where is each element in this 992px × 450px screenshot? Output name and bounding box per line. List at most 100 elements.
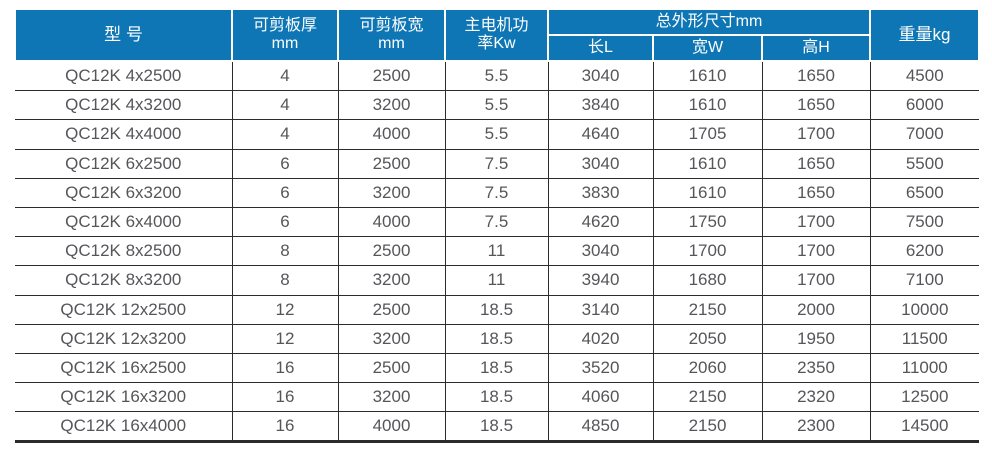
- table-cell-power-kw: 18.5: [444, 324, 548, 354]
- spec-table: 型 号 可剪板厚 mm 可剪板宽 mm 主电机功 率Kw 总外形尺寸mm 重量k…: [14, 8, 981, 444]
- table-row: QC12K 6x3200 6 3200 7.5 3830 1610 1650 6500: [15, 178, 980, 208]
- table-cell-weight-kg: 12500: [869, 382, 980, 413]
- table-cell-width-w: 1610: [652, 149, 762, 179]
- table-cell-width-mm: 4000: [337, 411, 445, 444]
- table-row: QC12K 16x3200 16 3200 18.5 4060 2150 2320 12500: [15, 382, 980, 413]
- table-row: QC12K 6x4000 6 4000 7.5 4620 1750 1700 7500: [15, 207, 980, 238]
- table-cell-model: QC12K 8x2500: [15, 236, 232, 267]
- table-cell-weight-kg: 10000: [869, 295, 980, 325]
- col-header-power-line1: 主电机功: [464, 16, 529, 34]
- table-cell-width-mm: 3200: [337, 90, 445, 121]
- table-cell-weight-kg: 7000: [869, 119, 980, 150]
- table-cell-width-w: 2150: [652, 295, 762, 325]
- table-cell-model: QC12K 6x3200: [15, 178, 232, 208]
- table-cell-model: QC12K 12x2500: [15, 295, 232, 325]
- table-cell-power-kw: 5.5: [444, 90, 548, 121]
- table-cell-length-l: 3040: [547, 236, 653, 267]
- table-cell-width-w: 2150: [652, 411, 762, 444]
- table-cell-height-h: 1650: [761, 61, 871, 92]
- table-cell-weight-kg: 4500: [869, 61, 980, 92]
- col-header-width-w: 宽W: [652, 34, 763, 62]
- table-cell-power-kw: 7.5: [444, 149, 548, 179]
- table-cell-weight-kg: 6200: [869, 236, 980, 267]
- table-cell-length-l: 3940: [547, 265, 653, 296]
- col-header-dimensions: 总外形尺寸mm: [546, 8, 872, 36]
- table-cell-height-h: 1650: [761, 178, 871, 208]
- table-cell-width-mm: 2500: [337, 149, 445, 179]
- col-header-height: 高H: [760, 34, 872, 62]
- table-cell-thickness-mm: 16: [231, 411, 338, 444]
- table-cell-power-kw: 18.5: [444, 382, 548, 413]
- table-cell-height-h: 1950: [761, 324, 871, 354]
- table-cell-length-l: 4020: [547, 324, 653, 354]
- table-cell-height-h: 2300: [761, 411, 871, 444]
- table-cell-thickness-mm: 4: [231, 90, 338, 121]
- table-cell-length-l: 4850: [547, 411, 653, 444]
- table-row: QC12K 12x3200 12 3200 18.5 4020 2050 1950 11500: [15, 324, 980, 354]
- table-cell-width-w: 1610: [652, 178, 762, 208]
- table-cell-length-l: 3840: [547, 90, 653, 121]
- table-cell-model: QC12K 6x2500: [15, 149, 232, 179]
- table-cell-height-h: 1700: [761, 236, 871, 267]
- col-header-length: 长L: [547, 34, 654, 62]
- table-cell-model: QC12K 4x3200: [15, 90, 232, 121]
- table-cell-height-h: 2350: [761, 353, 871, 384]
- table-cell-power-kw: 5.5: [444, 119, 548, 150]
- table-cell-thickness-mm: 8: [231, 236, 338, 267]
- table-cell-model: QC12K 16x4000: [15, 411, 232, 444]
- table-cell-weight-kg: 7500: [869, 207, 980, 238]
- col-header-power: 主电机功 率Kw: [444, 8, 549, 62]
- table-cell-width-w: 1705: [652, 119, 762, 150]
- table-cell-thickness-mm: 4: [231, 61, 338, 92]
- table-cell-weight-kg: 5500: [869, 149, 980, 179]
- table-cell-weight-kg: 14500: [869, 411, 980, 444]
- table-header: 型 号 可剪板厚 mm 可剪板宽 mm 主电机功 率Kw 总外形尺寸mm 重量k…: [14, 8, 981, 62]
- table-cell-length-l: 4640: [547, 119, 653, 150]
- table-cell-weight-kg: 7100: [869, 265, 980, 296]
- table-cell-width-mm: 2500: [337, 353, 445, 384]
- table-cell-width-w: 1700: [652, 236, 762, 267]
- table-cell-length-l: 3040: [547, 149, 653, 179]
- table-cell-width-w: 1610: [652, 61, 762, 92]
- table-cell-thickness-mm: 8: [231, 265, 338, 296]
- col-header-width-line1: 可剪板宽: [359, 16, 424, 34]
- table-cell-power-kw: 5.5: [444, 61, 548, 92]
- table-cell-thickness-mm: 16: [231, 353, 338, 384]
- table-cell-length-l: 3830: [547, 178, 653, 208]
- table-row: QC12K 16x2500 16 2500 18.5 3520 2060 2350 11000: [15, 353, 980, 384]
- table-cell-power-kw: 18.5: [444, 353, 548, 384]
- table-row: QC12K 4x4000 4 4000 5.5 4640 1705 1700 7000: [15, 119, 980, 150]
- table-cell-width-mm: 3200: [337, 382, 445, 413]
- table-cell-model: QC12K 6x4000: [15, 207, 232, 238]
- col-header-model: 型 号: [14, 8, 233, 62]
- table-cell-thickness-mm: 6: [231, 178, 338, 208]
- table-cell-model: QC12K 4x2500: [15, 61, 232, 92]
- table-cell-width-mm: 4000: [337, 119, 445, 150]
- table-row: QC12K 8x3200 8 3200 11 3940 1680 1700 7100: [15, 265, 980, 296]
- table-cell-width-mm: 3200: [337, 324, 445, 354]
- table-row: QC12K 16x4000 16 4000 18.5 4850 2150 2300 14500: [15, 411, 980, 444]
- table-cell-power-kw: 18.5: [444, 295, 548, 325]
- table-cell-thickness-mm: 12: [231, 324, 338, 354]
- col-header-thickness-line2: mm: [271, 35, 299, 52]
- table-cell-width-mm: 3200: [337, 265, 445, 296]
- table-cell-length-l: 3520: [547, 353, 653, 384]
- table-cell-width-w: 1750: [652, 207, 762, 238]
- table-cell-thickness-mm: 6: [231, 149, 338, 179]
- table-cell-height-h: 1700: [761, 119, 871, 150]
- table-cell-length-l: 3140: [547, 295, 653, 325]
- table-cell-width-w: 2060: [652, 353, 762, 384]
- table-cell-weight-kg: 6500: [869, 178, 980, 208]
- col-header-width-line2: mm: [378, 35, 405, 52]
- table-cell-height-h: 2000: [761, 295, 871, 325]
- table-cell-width-w: 2150: [652, 382, 762, 413]
- table-cell-weight-kg: 11500: [869, 324, 980, 354]
- table-cell-model: QC12K 4x4000: [15, 119, 232, 150]
- table-cell-length-l: 4620: [547, 207, 653, 238]
- col-header-weight: 重量kg: [869, 8, 981, 62]
- table-header-row-top: 型 号 可剪板厚 mm 可剪板宽 mm 主电机功 率Kw 总外形尺寸mm 重量k…: [14, 8, 981, 62]
- col-header-thickness: 可剪板厚 mm: [231, 8, 339, 62]
- table-cell-width-mm: 2500: [337, 61, 445, 92]
- col-header-power-line2: 率Kw: [477, 35, 516, 52]
- table-row: QC12K 12x2500 12 2500 18.5 3140 2150 2000 10000: [15, 295, 980, 325]
